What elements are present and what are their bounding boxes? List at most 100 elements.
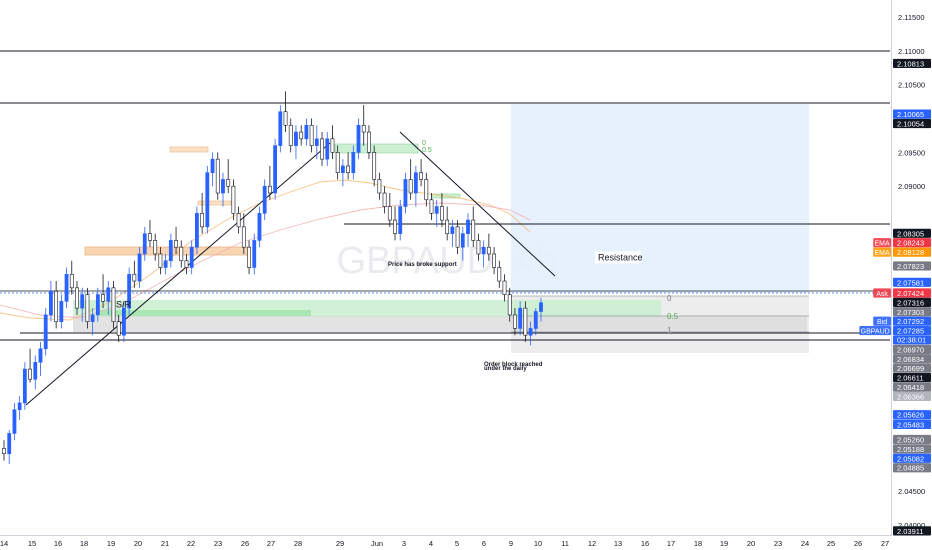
time-tick-label: 21 [161,539,169,548]
fib-small-label: 0 [422,140,426,147]
price-tick-label: 2.09000 [898,182,925,191]
candle-body [262,185,267,214]
time-tick-label: 19 [107,539,115,548]
candle-body [351,152,356,173]
candle-body [231,185,236,214]
price-label-box [893,316,931,326]
price-label-box [893,261,931,271]
candle-body [49,290,53,316]
price-tag-text: Ask [876,291,888,298]
candle-body [340,165,345,173]
candle-body [424,179,429,201]
time-axis[interactable]: 14 15 16 18 19 20 21 22 23 26 27 28 29 Jun 3 4 5 6 9 10 11 12… [0,539,889,548]
candle-body [304,124,309,140]
price-label-box [893,372,931,383]
price-tick-label: 2.09500 [898,148,925,157]
candle-body [17,402,22,411]
candle-body [398,206,403,234]
candle-body [403,179,408,207]
time-tick-label: 23 [214,539,222,548]
price-label-box [893,344,931,354]
price-label-text: 2.10054 [897,120,924,129]
candle-body [163,260,168,268]
candle-body [471,219,476,241]
time-tick-label: 12 [588,539,596,548]
price-tag-box [873,316,891,326]
time-tick-label: 20 [134,539,142,548]
price-label-box [893,288,931,298]
price-label-text: 2.07424 [897,289,924,298]
price-tag-box [859,325,891,336]
candle-body [33,362,38,380]
annotation-label: Resistance [598,252,643,262]
target-zone-box [511,104,809,293]
candle-body [257,213,262,241]
price-label-text: 2.05483 [897,420,924,429]
time-tick-label: 27 [267,539,275,548]
annotation-label: under the daily [484,366,527,372]
candle-body [492,253,496,268]
price-tick-label: 2.11000 [898,47,925,56]
annotation-label: S/R [116,300,132,310]
price-label-text: 2.07316 [897,298,924,307]
time-tick-label: 17 [667,539,675,548]
price-label-text: 2.07285 [897,327,924,336]
candle-body [2,448,6,455]
price-label-text: 2.05260 [897,436,924,445]
price-tag-box [873,238,891,248]
candle-body [283,111,288,126]
price-label-text: 2.07581 [897,278,924,287]
fib-small-label: 0.5 [422,147,432,154]
price-label-box [893,297,931,307]
candle-body [367,131,371,153]
candle-body [226,179,231,187]
price-label-text: 2.03911 [897,527,924,536]
price-tag-text: EMA [875,241,891,248]
time-tick-label: 20 [747,539,755,548]
candle-body [90,314,95,322]
candle-body [309,124,314,146]
candle-body [101,294,105,302]
candle-body [481,246,486,255]
annotation-label: Order block reached [484,362,543,368]
candle-body [455,226,460,248]
ema-slow-line [0,202,531,319]
candle-body [158,253,163,268]
price-label-box [893,325,931,336]
price-label-box [893,238,931,248]
price-label-text: 2.04885 [897,464,924,473]
price-label-text: 2.06699 [897,364,924,373]
candle-body [142,233,147,255]
candle-body [189,246,194,268]
trendline-up [25,142,331,406]
price-label-text: 2.06366 [897,392,924,401]
candle-body [377,179,382,194]
candle-body [361,124,366,133]
price-label-text: 2.10065 [897,110,924,119]
price-label-text: 2.08243 [897,239,924,248]
price-tag-text: Bid [877,319,887,326]
candle-body [111,287,116,322]
price-label-box [893,109,931,119]
time-tick-label: 18 [694,539,702,548]
candle-body [153,240,158,255]
candle-body [236,213,241,228]
candle-body [314,138,319,146]
price-label-box [893,382,931,392]
price-label-box [893,354,931,364]
candle-body [174,240,178,248]
price-tag-box [873,288,891,298]
price-tick-label: 2.10500 [898,81,925,90]
price-label-box [893,391,931,401]
candle-body [75,287,79,309]
candle-body [440,206,444,221]
candle-body [356,124,361,153]
candle-body [434,206,439,214]
supply-zone-green-top [334,143,419,154]
candle-body [346,165,350,173]
price-label-text: 2.08305 [897,229,924,238]
price-label-box [893,444,931,454]
candle-body [195,213,199,248]
price-label-box [893,463,931,473]
